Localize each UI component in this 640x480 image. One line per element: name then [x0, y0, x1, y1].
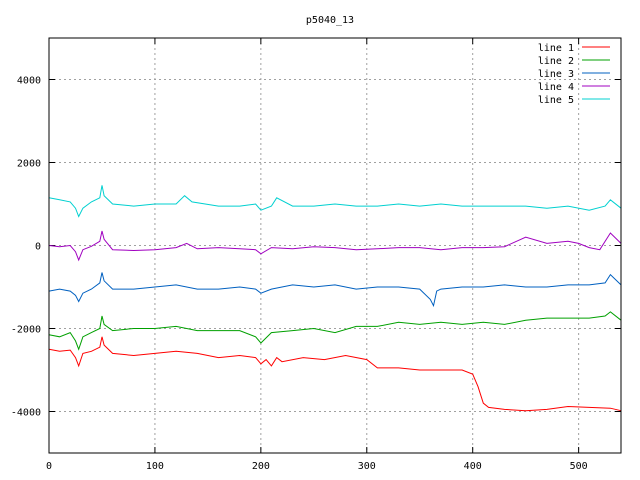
legend: line 1 line 2 line 3 line 4 line 5: [538, 43, 610, 106]
y-tick-label: -4000: [11, 408, 41, 419]
x-tick-label: 500: [570, 461, 588, 472]
legend-label: line 4: [538, 82, 574, 93]
y-tick-label: 0: [35, 242, 41, 253]
legend-label: line 5: [538, 95, 574, 106]
series-line-5: [48, 185, 622, 218]
series-line-3: [48, 272, 622, 308]
y-tick-label: 4000: [17, 76, 41, 87]
chart-title: p5040_13: [306, 15, 354, 26]
grid-layer: [49, 38, 621, 453]
plot-frame: [48, 37, 622, 454]
y-tick-label: -2000: [11, 325, 41, 336]
legend-label: line 2: [538, 56, 574, 67]
x-tick-label: 400: [464, 461, 482, 472]
x-tick-label: 0: [46, 461, 52, 472]
legend-label: line 1: [538, 43, 574, 54]
x-tick-label: 100: [146, 461, 164, 472]
legend-label: line 3: [538, 69, 574, 80]
series-line-1: [48, 336, 622, 412]
x-tick-label: 200: [252, 461, 270, 472]
x-tick-label: 300: [358, 461, 376, 472]
y-tick-label: 2000: [17, 159, 41, 170]
series-line-4: [48, 230, 622, 262]
series-layer: [48, 185, 622, 412]
tick-layer: 0 100 200 300 400 500 -4000 -2000 0 2000 4000: [11, 38, 621, 472]
series-line-2: [48, 311, 622, 351]
